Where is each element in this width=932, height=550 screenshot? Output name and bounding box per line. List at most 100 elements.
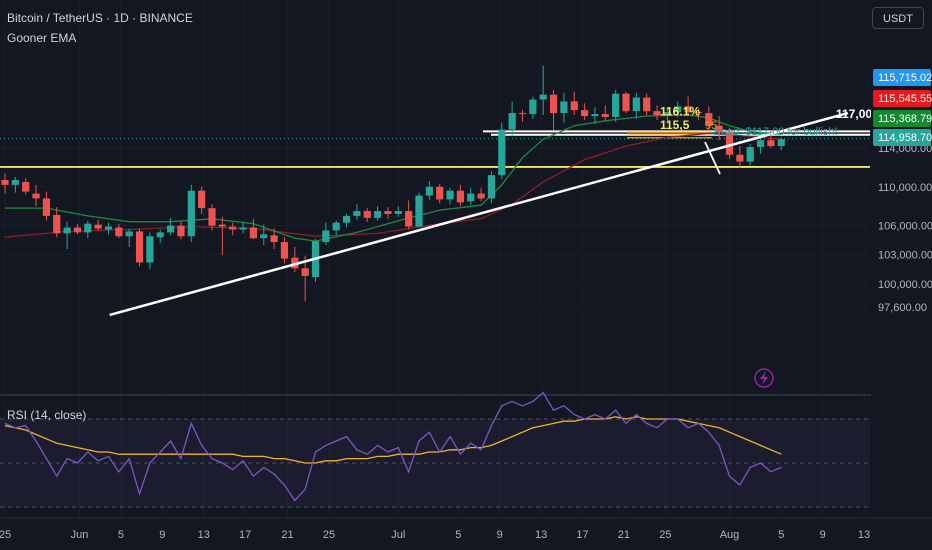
candle: [32, 184, 40, 207]
candle: [746, 144, 754, 166]
candle: [84, 220, 92, 239]
candle-body: [560, 101, 568, 114]
candle: [477, 187, 485, 202]
candle: [167, 217, 175, 236]
candle-body: [63, 227, 71, 234]
candle-body: [643, 97, 651, 112]
candle: [498, 122, 506, 180]
candle-body: [53, 214, 61, 234]
candle-body: [405, 211, 413, 227]
candle-body: [322, 230, 330, 243]
price-tick-label: 106,000.00: [878, 221, 932, 233]
candle: [674, 101, 682, 117]
price-tick-label: 110,000.00: [878, 182, 932, 194]
candle: [42, 191, 50, 221]
price-tick-label: 100,000.00: [878, 279, 932, 291]
candle-body: [239, 227, 247, 230]
candle-body: [229, 226, 237, 230]
candle-body: [539, 94, 547, 100]
candle-body: [467, 193, 475, 202]
candle: [425, 180, 433, 201]
candle: [249, 218, 257, 240]
candle: [146, 232, 154, 270]
time-tick-label: Aug: [720, 529, 740, 541]
candle-body: [477, 193, 485, 199]
candle-body: [487, 175, 496, 199]
drawings[interactable]: [109, 111, 849, 317]
candle-body: [591, 114, 599, 116]
candle: [715, 115, 723, 141]
candle: [135, 228, 144, 267]
time-axis[interactable]: 25 Jun 5 9 13 17 21 25 Jul 5 9 13 17 21 25 Aug 5 9 13: [0, 517, 932, 541]
candle-body: [715, 125, 723, 133]
candle: [694, 108, 703, 120]
candle-body: [581, 110, 589, 116]
alert-icon-ring: [754, 368, 774, 388]
lightning-alert-icon[interactable]: [754, 368, 774, 388]
candle-body: [42, 198, 50, 216]
time-tick-label: 13: [198, 529, 210, 541]
candle: [1, 173, 9, 194]
grid: [0, 394, 932, 396]
time-tick-label: 25: [323, 529, 335, 541]
candle: [115, 223, 123, 239]
candle: [94, 219, 102, 231]
candle: [332, 220, 340, 236]
price-tag: 114,958.70: [873, 129, 932, 146]
candle: [53, 207, 61, 238]
price-tick-label: 97,600.00: [878, 302, 927, 314]
currency-button[interactable]: USDT: [872, 7, 924, 29]
candle: [591, 107, 599, 124]
candle-body: [249, 227, 257, 239]
candle: [705, 106, 713, 131]
candle-body: [156, 232, 164, 238]
candle-body: [332, 222, 340, 231]
candle-body: [549, 94, 558, 114]
candle: [508, 101, 516, 136]
candle: [363, 208, 371, 222]
candle-body: [342, 215, 351, 223]
candle: [73, 223, 82, 235]
indicator-legend[interactable]: Gooner EMA: [7, 31, 77, 45]
candle-body: [353, 211, 361, 216]
candle: [208, 204, 216, 231]
candle-body: [115, 227, 123, 237]
time-tick-label: 13: [858, 529, 870, 541]
candle-body: [436, 186, 444, 200]
candle: [270, 228, 278, 249]
candle: [239, 221, 247, 234]
candle: [467, 187, 475, 206]
candle-body: [270, 235, 278, 243]
candle-body: [104, 226, 113, 230]
candle-body: [280, 242, 289, 259]
candle-body: [725, 132, 734, 155]
time-tick-label: 9: [497, 529, 503, 541]
price-tag-label: 115,545.55: [878, 93, 932, 105]
candle: [218, 216, 226, 255]
candle: [632, 92, 640, 119]
candle: [405, 200, 413, 230]
candle-body: [384, 211, 392, 214]
candle-body: [622, 93, 630, 112]
price-tag-bg: [873, 90, 931, 107]
candle-body: [456, 190, 464, 203]
candle-body: [11, 180, 19, 185]
candle: [156, 229, 164, 244]
time-tick-label: 13: [535, 529, 547, 541]
candle-body: [570, 101, 578, 111]
candle: [684, 96, 692, 116]
candle-body: [135, 231, 144, 263]
price-axis[interactable]: 114,000.00110,000.00106,000.00103,000.00…: [871, 0, 932, 518]
arrow-line: [704, 141, 721, 175]
symbol-title[interactable]: Bitcoin / TetherUS · 1D · BINANCE: [7, 11, 193, 25]
candle-body: [767, 140, 775, 147]
candle: [663, 107, 671, 124]
candle: [446, 187, 454, 205]
candle: [374, 206, 382, 221]
candle-body: [508, 113, 516, 130]
candle-body: [632, 97, 640, 112]
price-axis-bg: [871, 0, 932, 518]
candle-body: [746, 147, 754, 162]
